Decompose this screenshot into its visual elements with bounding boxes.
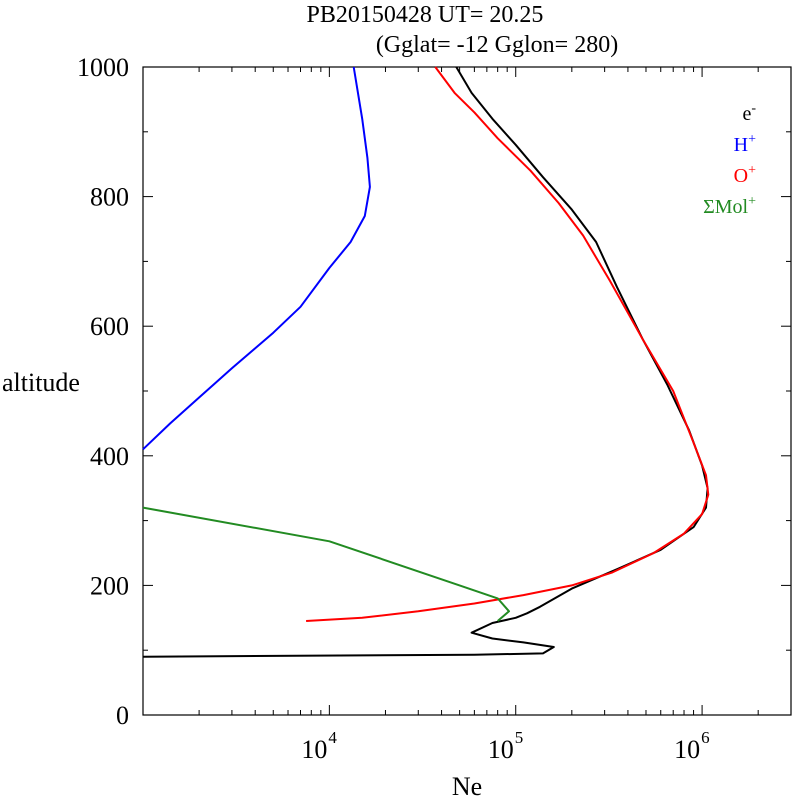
y-axis-label: altitude <box>2 368 80 397</box>
legend-entry: e- <box>742 101 756 125</box>
y-tick-label: 0 <box>116 701 129 730</box>
x-axis-label: Ne <box>452 772 482 796</box>
chart-title-line1: PB20150428 UT= 20.25 <box>307 2 544 28</box>
x-tick-label-base: 10 <box>674 735 700 764</box>
legend-entry: ΣMol+ <box>703 194 756 218</box>
series-line-h <box>142 66 371 451</box>
x-tick-label-exponent: 6 <box>701 728 710 747</box>
x-tick-label-exponent: 5 <box>515 728 524 747</box>
x-tick-label-base: 10 <box>301 735 327 764</box>
y-tick-labels: 0 200 400 600 800 1000 <box>77 53 129 730</box>
y-tick-label: 400 <box>90 442 129 471</box>
series-line-o <box>306 66 710 622</box>
x-tick-label: 10 5 <box>488 728 524 764</box>
x-tick-label: 10 6 <box>674 728 710 764</box>
y-tick-label: 800 <box>90 183 129 212</box>
series-line-e <box>142 66 709 658</box>
x-tick-label-exponent: 4 <box>328 728 337 747</box>
y-tick-label: 600 <box>90 312 129 341</box>
chart-title-line2: (Gglat= -12 Gglon= 280) <box>376 32 618 58</box>
x-tick-label: 10 4 <box>301 728 337 764</box>
legend: e- H+ O+ ΣMol+ <box>703 101 756 218</box>
y-tick-label: 200 <box>90 571 129 600</box>
x-tick-label-base: 10 <box>488 735 514 764</box>
series-lines <box>142 66 710 658</box>
series-line-mol <box>142 506 510 622</box>
axis-ticks <box>142 66 792 716</box>
plot-frame <box>142 66 792 716</box>
y-tick-label: 1000 <box>77 53 129 82</box>
legend-entry: O+ <box>734 163 756 187</box>
legend-entry: H+ <box>734 132 756 156</box>
x-tick-labels: 10 4 10 5 10 6 <box>301 728 709 764</box>
